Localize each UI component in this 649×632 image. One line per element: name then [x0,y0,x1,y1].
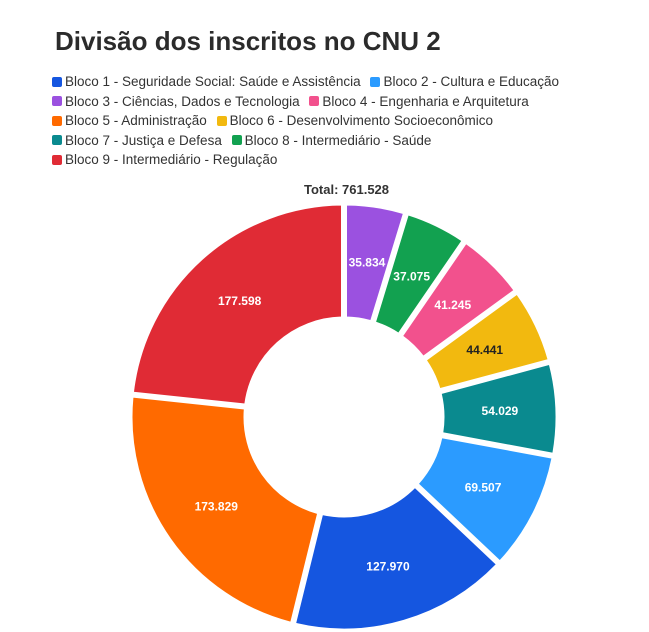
chart-title: Divisão dos inscritos no CNU 2 [55,26,441,56]
legend-label: Bloco 5 - Administração [65,113,207,128]
legend-swatch [216,115,227,126]
legend-label: Bloco 8 - Intermediário - Saúde [244,132,432,148]
data-label: 41.245 [434,298,471,312]
data-label: 69.507 [465,481,502,495]
legend-swatch [52,115,62,126]
legend-label: Bloco 1 - Seguridade Social: Saúde e Ass… [65,74,361,89]
legend-item-bloco-7[interactable]: Bloco 7 - Justiça e Defesa [52,131,222,150]
donut-slice[interactable] [132,204,342,405]
legend-swatch [231,135,242,145]
legend-swatch [52,96,62,106]
chart-legend: Bloco 1 - Seguridade Social: Saúde e Ass… [52,72,642,170]
legend-item-bloco-3[interactable]: Bloco 3 - Ciências, Dados e Tecnologia [52,92,300,111]
data-label: 177.598 [218,294,262,308]
legend-item-bloco-5[interactable]: Bloco 5 - Administração [52,111,207,130]
legend-label: Bloco 4 - Engenharia e Arquitetura [322,93,529,109]
donut-slice[interactable] [346,204,404,322]
legend-item-bloco-1[interactable]: Bloco 1 - Seguridade Social: Saúde e Ass… [52,72,361,91]
donut-slice[interactable] [295,486,497,630]
data-label: 44.441 [466,343,503,357]
legend-swatch [52,135,62,145]
legend-swatch [309,96,320,106]
legend-label: Bloco 9 - Intermediário - Regulação [65,152,278,167]
data-label: 173.829 [195,500,239,514]
data-label: 127.970 [366,560,410,574]
donut-slice[interactable] [375,214,463,334]
legend-swatch [52,76,62,87]
legend-label: Bloco 6 - Desenvolvimento Socioeconômico [229,113,493,128]
legend-label: Bloco 7 - Justiça e Defesa [65,132,222,148]
donut-slice[interactable] [402,243,515,357]
donut-slice[interactable] [131,396,319,623]
donut-slice[interactable] [417,437,553,562]
legend-item-bloco-9[interactable]: Bloco 9 - Intermediário - Regulação [52,150,277,169]
legend-item-bloco-6[interactable]: Bloco 6 - Desenvolvimento Socioeconômico [216,111,493,130]
legend-item-bloco-2[interactable]: Bloco 2 - Cultura e Educação [370,72,559,91]
data-label: 54.029 [482,404,519,418]
legend-item-bloco-8[interactable]: Bloco 8 - Intermediário - Saúde [231,131,432,150]
donut-slice[interactable] [440,363,557,454]
legend-item-bloco-4[interactable]: Bloco 4 - Engenharia e Arquitetura [309,92,529,111]
data-label: 35.834 [349,256,386,270]
legend-label: Bloco 2 - Cultura e Educação [383,74,560,89]
donut-slice[interactable] [425,293,549,390]
legend-swatch [370,76,381,87]
legend-label: Bloco 3 - Ciências, Dados e Tecnologia [65,93,300,109]
chart-total: Total: 761.528 [303,182,390,197]
data-label: 37.075 [393,269,430,283]
legend-swatch [52,154,62,165]
